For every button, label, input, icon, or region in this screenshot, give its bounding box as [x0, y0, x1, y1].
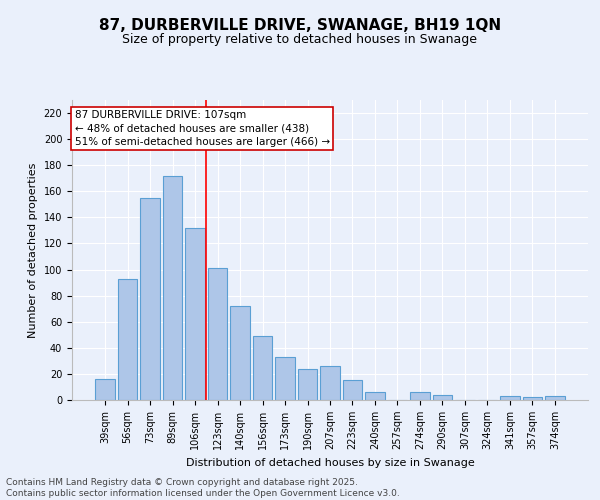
Bar: [163, 176, 182, 400]
Bar: [433, 395, 452, 400]
Bar: [140, 198, 160, 400]
Bar: [545, 396, 565, 400]
Bar: [298, 368, 317, 400]
Text: 87, DURBERVILLE DRIVE, SWANAGE, BH19 1QN: 87, DURBERVILLE DRIVE, SWANAGE, BH19 1QN: [99, 18, 501, 32]
Bar: [523, 398, 542, 400]
Bar: [253, 336, 272, 400]
Y-axis label: Number of detached properties: Number of detached properties: [28, 162, 38, 338]
Bar: [185, 228, 205, 400]
Bar: [95, 379, 115, 400]
Bar: [320, 366, 340, 400]
Bar: [365, 392, 385, 400]
Text: 87 DURBERVILLE DRIVE: 107sqm
← 48% of detached houses are smaller (438)
51% of s: 87 DURBERVILLE DRIVE: 107sqm ← 48% of de…: [74, 110, 330, 147]
X-axis label: Distribution of detached houses by size in Swanage: Distribution of detached houses by size …: [185, 458, 475, 468]
Bar: [500, 396, 520, 400]
Text: Size of property relative to detached houses in Swanage: Size of property relative to detached ho…: [122, 32, 478, 46]
Text: Contains HM Land Registry data © Crown copyright and database right 2025.
Contai: Contains HM Land Registry data © Crown c…: [6, 478, 400, 498]
Bar: [118, 278, 137, 400]
Bar: [230, 306, 250, 400]
Bar: [343, 380, 362, 400]
Bar: [410, 392, 430, 400]
Bar: [275, 357, 295, 400]
Bar: [208, 268, 227, 400]
